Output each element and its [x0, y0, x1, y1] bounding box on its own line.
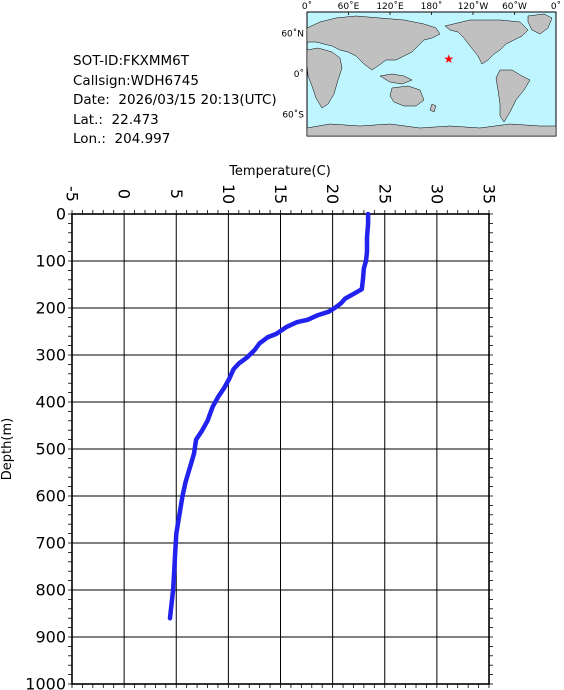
x-tick-label: 10: [219, 184, 238, 204]
land-africa: [306, 47, 343, 109]
x-tick-label: 25: [375, 184, 394, 204]
x-tick-label: 20: [323, 184, 342, 204]
y-tick-label: 300: [35, 346, 66, 365]
map-latitude-labels: 60˚N 0˚ 60˚S: [281, 28, 304, 120]
y-tick-label: 0: [56, 205, 66, 224]
map-lon-label: 0˚: [551, 1, 561, 12]
map-lat-label: 0˚: [294, 69, 304, 80]
longitude-text: Lon.: 204.997: [73, 131, 171, 147]
land-australia: [389, 85, 425, 107]
map-lon-label: 120˚E: [376, 1, 404, 12]
callsign-text: Callsign:WDH6745: [73, 72, 199, 89]
y-tick-label: 400: [35, 393, 66, 412]
x-tick-label: 35: [480, 184, 499, 204]
temperature-profile-line: [167, 211, 371, 621]
y-tick-label: 700: [35, 534, 66, 553]
y-tick-label: 900: [35, 628, 66, 647]
latitude-text: Lat.: 22.473: [73, 111, 159, 128]
map-lat-label: 60˚S: [282, 110, 304, 121]
map-lon-label: 60˚W: [502, 1, 527, 12]
x-tick-label: -5: [63, 186, 82, 202]
map-lon-label: 60˚E: [338, 1, 360, 12]
sot-id-text: SOT-ID:FKXMM6T: [73, 53, 189, 69]
map-land: [306, 13, 557, 137]
temperature-depth-chart: -5 0 5 10 15 20 25 30 35 0 100 200 300 400 500 600 700 8…: [0, 164, 499, 690]
y-tick-label: 1000: [25, 675, 66, 690]
map-lat-label: 60˚N: [281, 28, 304, 39]
x-tick-label: 30: [427, 184, 446, 204]
y-tick-labels: 0 100 200 300 400 500 600 700 800 900 1000: [25, 205, 66, 690]
map-lon-label: 0˚: [302, 1, 312, 12]
x-tick-label: 5: [167, 189, 186, 199]
y-axis-label: Depth(m): [0, 418, 15, 480]
map-lon-label: 180˚: [421, 1, 443, 12]
location-marker-icon: ★: [443, 52, 454, 66]
land-south-america: [495, 69, 531, 123]
map-lon-label: 120˚W: [458, 1, 489, 12]
y-tick-label: 200: [35, 299, 66, 318]
x-tick-label: 15: [271, 184, 290, 204]
land-greenland: [527, 13, 553, 35]
y-tick-label: 100: [35, 252, 66, 271]
y-tick-label: 500: [35, 440, 66, 459]
map-ticks: [306, 12, 557, 15]
metadata-block: SOT-ID:FKXMM6T Callsign:WDH6745 Date: 20…: [73, 52, 277, 150]
land-antarctica: [306, 123, 557, 137]
x-axis-label: Temperature(C): [228, 164, 331, 179]
land-indonesia: [379, 73, 413, 85]
land-eurasia: [306, 15, 441, 71]
land-north-america: [444, 19, 529, 65]
plot-frame: [71, 213, 490, 685]
world-map: 0˚ 60˚E 120˚E 180˚ 120˚W 60˚W 0˚ 60˚N 0˚ 60˚S ★: [281, 1, 561, 137]
grid-lines: [72, 214, 489, 684]
land-new-zealand: [429, 103, 437, 113]
map-longitude-labels: 0˚ 60˚E 120˚E 180˚ 120˚W 60˚W 0˚: [302, 1, 561, 12]
y-tick-label: 800: [35, 581, 66, 600]
y-tick-label: 600: [35, 487, 66, 506]
x-tick-labels: -5 0 5 10 15 20 25 30 35: [63, 184, 499, 204]
x-tick-label: 0: [115, 189, 134, 199]
date-text: Date: 2026/03/15 20:13(UTC): [73, 92, 277, 108]
